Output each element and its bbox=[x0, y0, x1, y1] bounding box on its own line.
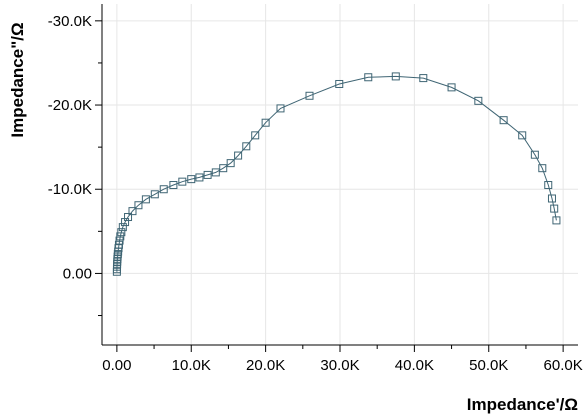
data-point bbox=[276, 104, 285, 113]
y-tick-label: -20.0K bbox=[48, 97, 92, 114]
data-point bbox=[544, 181, 553, 190]
data-point bbox=[219, 164, 228, 173]
data-point bbox=[419, 74, 428, 83]
series-line bbox=[116, 75, 557, 272]
data-point bbox=[226, 159, 235, 168]
data-point bbox=[391, 72, 400, 81]
data-point bbox=[474, 96, 483, 105]
data-point bbox=[203, 170, 212, 179]
data-point bbox=[261, 118, 270, 127]
x-tick-label: 60.0K bbox=[544, 357, 583, 374]
tick-labels: 0.00 10.0K 20.0K 30.0K 40.0K 50.0K 60.0K 0.00 -1… bbox=[48, 13, 583, 374]
data-point bbox=[124, 213, 133, 222]
data-point bbox=[518, 131, 527, 140]
data-point bbox=[547, 194, 556, 203]
data-point bbox=[169, 181, 178, 190]
data-point bbox=[305, 91, 314, 100]
data-point bbox=[121, 218, 130, 227]
x-tick-label: 10.0K bbox=[172, 357, 211, 374]
axes bbox=[95, 4, 578, 352]
x-tick-label: 0.00 bbox=[102, 357, 131, 374]
data-point bbox=[364, 73, 373, 82]
data-point bbox=[251, 131, 260, 140]
data-point bbox=[159, 185, 168, 194]
data-point bbox=[116, 232, 125, 241]
series-nyquist bbox=[112, 72, 561, 276]
data-point bbox=[550, 204, 559, 213]
data-point bbox=[117, 228, 126, 237]
x-tick-label: 50.0K bbox=[469, 357, 508, 374]
data-point bbox=[234, 151, 243, 160]
data-point bbox=[447, 83, 456, 92]
data-point bbox=[115, 236, 124, 245]
data-point bbox=[128, 207, 137, 216]
data-point bbox=[134, 201, 143, 210]
y-tick-label: -10.0K bbox=[48, 181, 92, 198]
data-point bbox=[242, 142, 251, 151]
y-tick-label: 0.00 bbox=[63, 265, 92, 282]
grid bbox=[102, 4, 578, 345]
data-point bbox=[530, 150, 539, 159]
data-point bbox=[118, 223, 127, 232]
data-point bbox=[150, 190, 159, 199]
y-tick-label: -30.0K bbox=[48, 13, 92, 30]
data-point bbox=[538, 164, 547, 173]
y-axis-title: Impedance"/Ω bbox=[8, 22, 27, 137]
data-point bbox=[211, 168, 220, 177]
data-point bbox=[187, 175, 196, 184]
data-point bbox=[195, 173, 204, 182]
data-point bbox=[114, 240, 123, 249]
data-point bbox=[141, 195, 150, 204]
x-tick-label: 20.0K bbox=[246, 357, 285, 374]
data-point bbox=[499, 116, 508, 125]
data-point bbox=[335, 79, 344, 88]
x-tick-label: 30.0K bbox=[320, 357, 359, 374]
x-axis-title: Impedance'/Ω bbox=[467, 395, 578, 414]
data-point bbox=[552, 216, 561, 225]
data-point bbox=[178, 177, 187, 186]
x-tick-label: 40.0K bbox=[395, 357, 434, 374]
